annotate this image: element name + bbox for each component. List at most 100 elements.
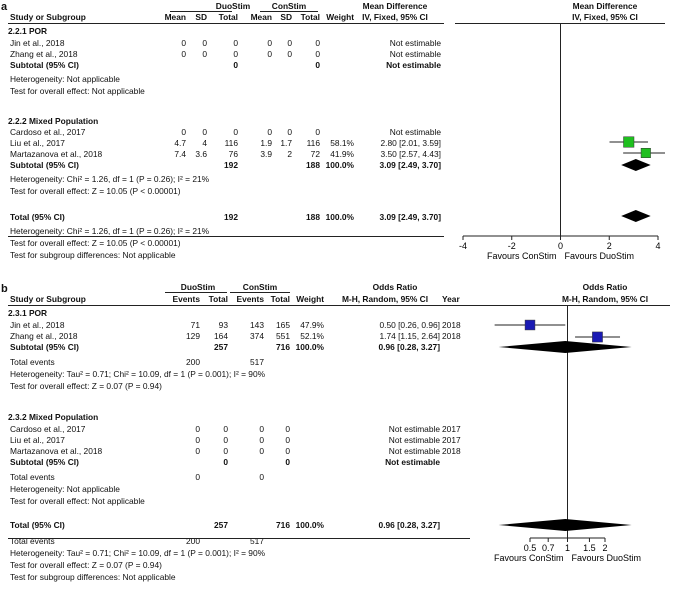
study-name: Jin et al., 2018 bbox=[10, 38, 65, 48]
total2-value: 716 bbox=[276, 520, 290, 530]
study-name: Liu et al., 2017 bbox=[10, 435, 65, 445]
favours-left-label: Favours ConStim bbox=[494, 553, 564, 563]
total1-value: 192 bbox=[224, 212, 238, 222]
col-total1: Total bbox=[208, 294, 228, 304]
study-name: Martazanova et al., 2018 bbox=[10, 446, 103, 456]
subtotal-label: Subtotal (95% CI) bbox=[10, 160, 79, 170]
mean2-value: 0 bbox=[267, 49, 272, 59]
total1-value: 0 bbox=[223, 446, 228, 456]
plot-title: Odds Ratio bbox=[582, 282, 628, 292]
total2-value: 0 bbox=[315, 60, 320, 70]
total1-value: 76 bbox=[228, 149, 238, 159]
mean1-value: 0 bbox=[181, 127, 186, 137]
events1-value: 129 bbox=[186, 331, 200, 341]
ci-value: Not estimable bbox=[389, 127, 441, 137]
total-events-label: Total events bbox=[10, 357, 55, 367]
x-tick-label: 4 bbox=[655, 241, 660, 251]
year-value: 2018 bbox=[442, 320, 461, 330]
total2-value: 0 bbox=[285, 457, 290, 467]
events1-value: 71 bbox=[190, 320, 200, 330]
total2-value: 0 bbox=[285, 424, 290, 434]
year-value: 2017 bbox=[442, 424, 461, 434]
total1-value: 116 bbox=[224, 138, 238, 148]
heterogeneity-text: Heterogeneity: Tau² = 0.71; Chi² = 10.09… bbox=[10, 369, 266, 379]
overall-effect-text: Test for overall effect: Not applicable bbox=[10, 496, 145, 506]
ci-value: Not estimable bbox=[386, 60, 441, 70]
subtotal-label: Total (95% CI) bbox=[10, 212, 65, 222]
total1-value: 0 bbox=[233, 127, 238, 137]
ci-value: 0.96 [0.28, 3.27] bbox=[378, 520, 440, 530]
x-tick-label: 0 bbox=[558, 241, 563, 251]
sd2-value: 2 bbox=[287, 149, 292, 159]
overall-effect-text: Test for overall effect: Z = 10.05 (P < … bbox=[10, 238, 181, 248]
total-events-label: Total events bbox=[10, 536, 55, 546]
events1-total: 0 bbox=[195, 472, 200, 482]
ci-value: 3.50 [2.57, 4.43] bbox=[380, 149, 441, 159]
mean1-value: 7.4 bbox=[174, 149, 186, 159]
x-tick-label: 2 bbox=[602, 543, 607, 553]
total2-value: 188 bbox=[306, 212, 320, 222]
heterogeneity-text: Heterogeneity: Not applicable bbox=[10, 484, 120, 494]
overall-effect-text: Test for overall effect: Z = 0.07 (P = 0… bbox=[10, 381, 162, 391]
year-value: 2017 bbox=[442, 435, 461, 445]
sd1-value: 4 bbox=[202, 138, 207, 148]
weight-value: 58.1% bbox=[330, 138, 354, 148]
col-total1: Total bbox=[218, 12, 238, 22]
mean2-value: 0 bbox=[267, 38, 272, 48]
study-name: Cardoso et al., 2017 bbox=[10, 127, 86, 137]
col-year: Year bbox=[442, 294, 460, 304]
events1-value: 0 bbox=[195, 424, 200, 434]
weight-value: 47.9% bbox=[300, 320, 324, 330]
ci-value: 3.09 [2.49, 3.70] bbox=[379, 212, 441, 222]
col-study: Study or Subgroup bbox=[10, 12, 86, 22]
events1-value: 0 bbox=[195, 446, 200, 456]
year-value: 2018 bbox=[442, 446, 461, 456]
subtotal-label: Subtotal (95% CI) bbox=[10, 457, 79, 467]
x-tick-label: -4 bbox=[459, 241, 467, 251]
x-tick-label: 0.5 bbox=[524, 543, 537, 553]
total2-value: 716 bbox=[276, 342, 290, 352]
study-name: Martazanova et al., 2018 bbox=[10, 149, 103, 159]
total2-value: 188 bbox=[306, 160, 320, 170]
events2-value: 0 bbox=[259, 435, 264, 445]
group2-header: ConStim bbox=[242, 282, 278, 292]
plot-method: M-H, Random, 95% CI bbox=[561, 294, 649, 304]
overall-effect-text: Test for overall effect: Z = 0.07 (P = 0… bbox=[10, 560, 162, 570]
ci-value: Not estimable bbox=[389, 49, 441, 59]
study-marker bbox=[640, 147, 651, 159]
ci-value: 1.74 [1.15, 2.64] bbox=[379, 331, 440, 341]
total1-value: 0 bbox=[223, 457, 228, 467]
sd1-value: 3.6 bbox=[195, 149, 207, 159]
summary-diamond bbox=[498, 341, 632, 353]
total1-value: 0 bbox=[233, 38, 238, 48]
total1-value: 192 bbox=[224, 160, 238, 170]
total1-value: 164 bbox=[214, 331, 228, 341]
sd2-value: 0 bbox=[287, 38, 292, 48]
mean1-value: 0 bbox=[181, 49, 186, 59]
group2-header: ConStim bbox=[271, 1, 307, 11]
ci-value: Not estimable bbox=[389, 38, 441, 48]
study-marker bbox=[592, 331, 603, 343]
summary-diamond bbox=[621, 159, 651, 171]
group1-header: DuoStim bbox=[180, 282, 216, 292]
ci-value: 2.80 [2.01, 3.59] bbox=[380, 138, 441, 148]
total2-value: 0 bbox=[285, 435, 290, 445]
sd2-value: 0 bbox=[287, 127, 292, 137]
x-tick-label: 0.7 bbox=[542, 543, 555, 553]
ci-value: 0.96 [0.28, 3.27] bbox=[378, 342, 440, 352]
heterogeneity-text: Heterogeneity: Chi² = 1.26, df = 1 (P = … bbox=[10, 226, 210, 236]
total1-value: 0 bbox=[233, 60, 238, 70]
total2-value: 0 bbox=[285, 446, 290, 456]
events2-value: 0 bbox=[259, 424, 264, 434]
total1-value: 0 bbox=[233, 49, 238, 59]
mean2-value: 1.9 bbox=[260, 138, 272, 148]
col-weight: Weight bbox=[326, 12, 354, 22]
heterogeneity-text: Heterogeneity: Tau² = 0.71; Chi² = 10.09… bbox=[10, 548, 266, 558]
subgroup-title: 2.2.1 POR bbox=[8, 26, 48, 36]
col-sd2: SD bbox=[280, 12, 292, 22]
heterogeneity-text: Heterogeneity: Chi² = 1.26, df = 1 (P = … bbox=[10, 174, 210, 184]
panel-b-letter: b bbox=[1, 283, 8, 295]
total1-value: 257 bbox=[214, 520, 228, 530]
total1-value: 257 bbox=[214, 342, 228, 352]
